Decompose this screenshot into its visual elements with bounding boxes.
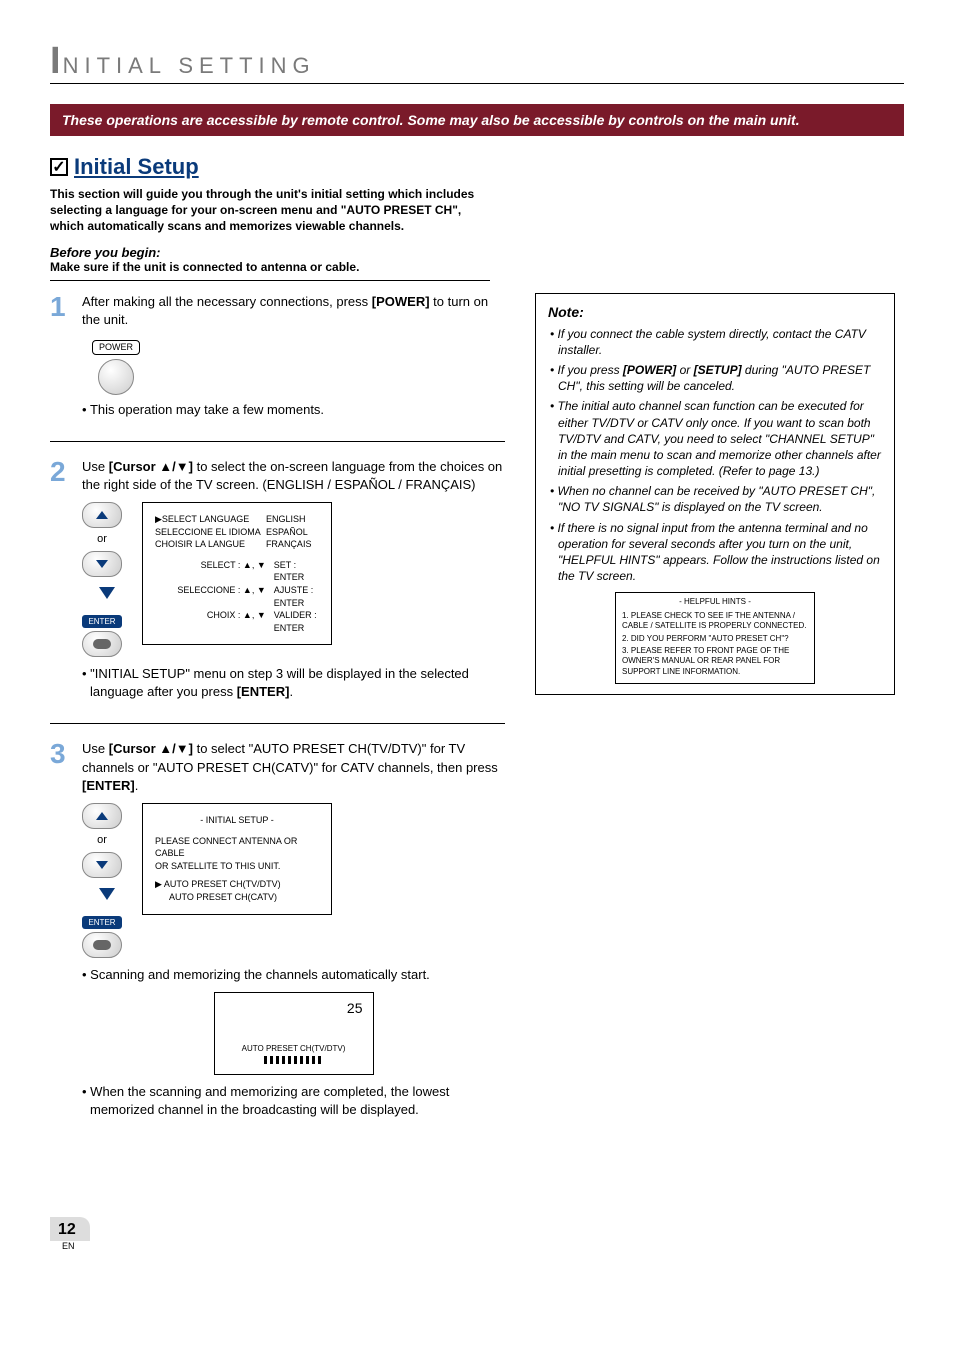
step-2-bullet: • "INITIAL SETUP" menu on step 3 will be… <box>82 665 505 701</box>
step-num: 3 <box>50 740 72 1127</box>
language-screen: ▶SELECT LANGUAGEENGLISHSELECCIONE EL IDI… <box>142 502 332 645</box>
enter-button-icon <box>82 631 122 657</box>
lang-row: SELECT : ▲, ▼SET : ENTER <box>155 559 319 584</box>
lang-row: SELECCIONE EL IDIOMAESPAÑOL <box>155 526 319 539</box>
hints-line: 1. PLEASE CHECK TO SEE IF THE ANTENNA / … <box>622 611 808 632</box>
scan-screen: 25 AUTO PRESET CH(TV/DTV) <box>214 992 374 1075</box>
before-begin-text: Make sure if the unit is connected to an… <box>50 260 490 281</box>
steps-column: 1 After making all the necessary connect… <box>50 293 505 1158</box>
hints-line: 3. PLEASE REFER TO FRONT PAGE OF THE OWN… <box>622 646 808 677</box>
hints-box: - HELPFUL HINTS - 1. PLEASE CHECK TO SEE… <box>615 592 815 684</box>
page-lang: EN <box>62 1241 904 1251</box>
banner: These operations are accessible by remot… <box>50 104 904 136</box>
step-1-bullet: • This operation may take a few moments. <box>82 401 505 419</box>
cursor-up-icon <box>82 803 122 829</box>
intro-text: This section will guide you through the … <box>50 186 490 235</box>
or-label: or <box>97 532 107 547</box>
power-button-graphic: POWER <box>92 337 505 395</box>
down-arrow-icon <box>97 886 117 907</box>
note-item: The initial auto channel scan function c… <box>548 398 882 479</box>
lang-row: SELECCIONE : ▲, ▼AJUSTE : ENTER <box>155 584 319 609</box>
lang-row: CHOIX : ▲, ▼VALIDER : ENTER <box>155 609 319 634</box>
step-num: 2 <box>50 458 72 710</box>
step-3-remote-graphic: or ENTER - INITIAL SETUP - PLEASE CONNEC… <box>82 803 505 958</box>
step-1-text: After making all the necessary connectio… <box>82 293 505 329</box>
power-label: POWER <box>92 340 140 355</box>
step-3: 3 Use [Cursor ▲/▼] to select "AUTO PRESE… <box>50 740 505 1141</box>
step-num: 1 <box>50 293 72 427</box>
page-num-value: 12 <box>50 1217 90 1241</box>
enter-button-icon <box>82 932 122 958</box>
step-3-text: Use [Cursor ▲/▼] to select "AUTO PRESET … <box>82 740 505 795</box>
lang-row: CHOISIR LA LANGUEFRANÇAIS <box>155 538 319 551</box>
power-round-button-icon <box>98 359 134 395</box>
step-2-text: Use [Cursor ▲/▼] to select the on-screen… <box>82 458 505 494</box>
main-title: Initial Setup <box>74 154 199 180</box>
checkbox-icon: ✓ <box>50 158 68 176</box>
enter-label: ENTER <box>82 916 121 929</box>
before-begin: Before you begin: Make sure if the unit … <box>50 245 904 281</box>
lang-row: ▶SELECT LANGUAGEENGLISH <box>155 513 319 526</box>
progress-bar-icon <box>264 1056 324 1064</box>
page-number: 12 EN <box>50 1217 904 1251</box>
enter-label: ENTER <box>82 615 121 628</box>
note-box: Note: If you connect the cable system di… <box>535 293 895 696</box>
step-3-bullet-2: • When the scanning and memorizing are c… <box>82 1083 505 1119</box>
cursor-down-icon <box>82 551 122 577</box>
title-row: ✓ Initial Setup <box>50 154 904 180</box>
note-title: Note: <box>548 304 882 320</box>
hints-line: 2. DID YOU PERFORM "AUTO PRESET CH"? <box>622 634 808 644</box>
step-1: 1 After making all the necessary connect… <box>50 293 505 442</box>
cursor-up-icon <box>82 502 122 528</box>
section-header: I NITIAL SETTING <box>50 40 904 84</box>
or-label: or <box>97 833 107 848</box>
cursor-down-icon <box>82 852 122 878</box>
before-begin-title: Before you begin: <box>50 245 904 260</box>
section-header-rest: NITIAL SETTING <box>63 53 316 79</box>
scan-channel-number: 25 <box>225 999 363 1019</box>
initial-setup-screen: - INITIAL SETUP - PLEASE CONNECT ANTENNA… <box>142 803 332 915</box>
note-item: When no channel can be received by "AUTO… <box>548 483 882 515</box>
step-2: 2 Use [Cursor ▲/▼] to select the on-scre… <box>50 458 505 725</box>
scan-label: AUTO PRESET CH(TV/DTV) <box>225 1043 363 1054</box>
step-3-bullet-1: • Scanning and memorizing the channels a… <box>82 966 505 984</box>
note-item: If there is no signal input from the ant… <box>548 520 882 585</box>
hints-title: - HELPFUL HINTS - <box>622 597 808 607</box>
note-list: If you connect the cable system directly… <box>548 326 882 585</box>
step-2-remote-graphic: or ENTER ▶SELECT LANGUAGEENGLISHSELECCIO… <box>82 502 505 657</box>
down-arrow-icon <box>97 585 117 606</box>
note-column: Note: If you connect the cable system di… <box>535 293 895 696</box>
note-item: If you press [POWER] or [SETUP] during "… <box>548 362 882 394</box>
note-item: If you connect the cable system directly… <box>548 326 882 358</box>
